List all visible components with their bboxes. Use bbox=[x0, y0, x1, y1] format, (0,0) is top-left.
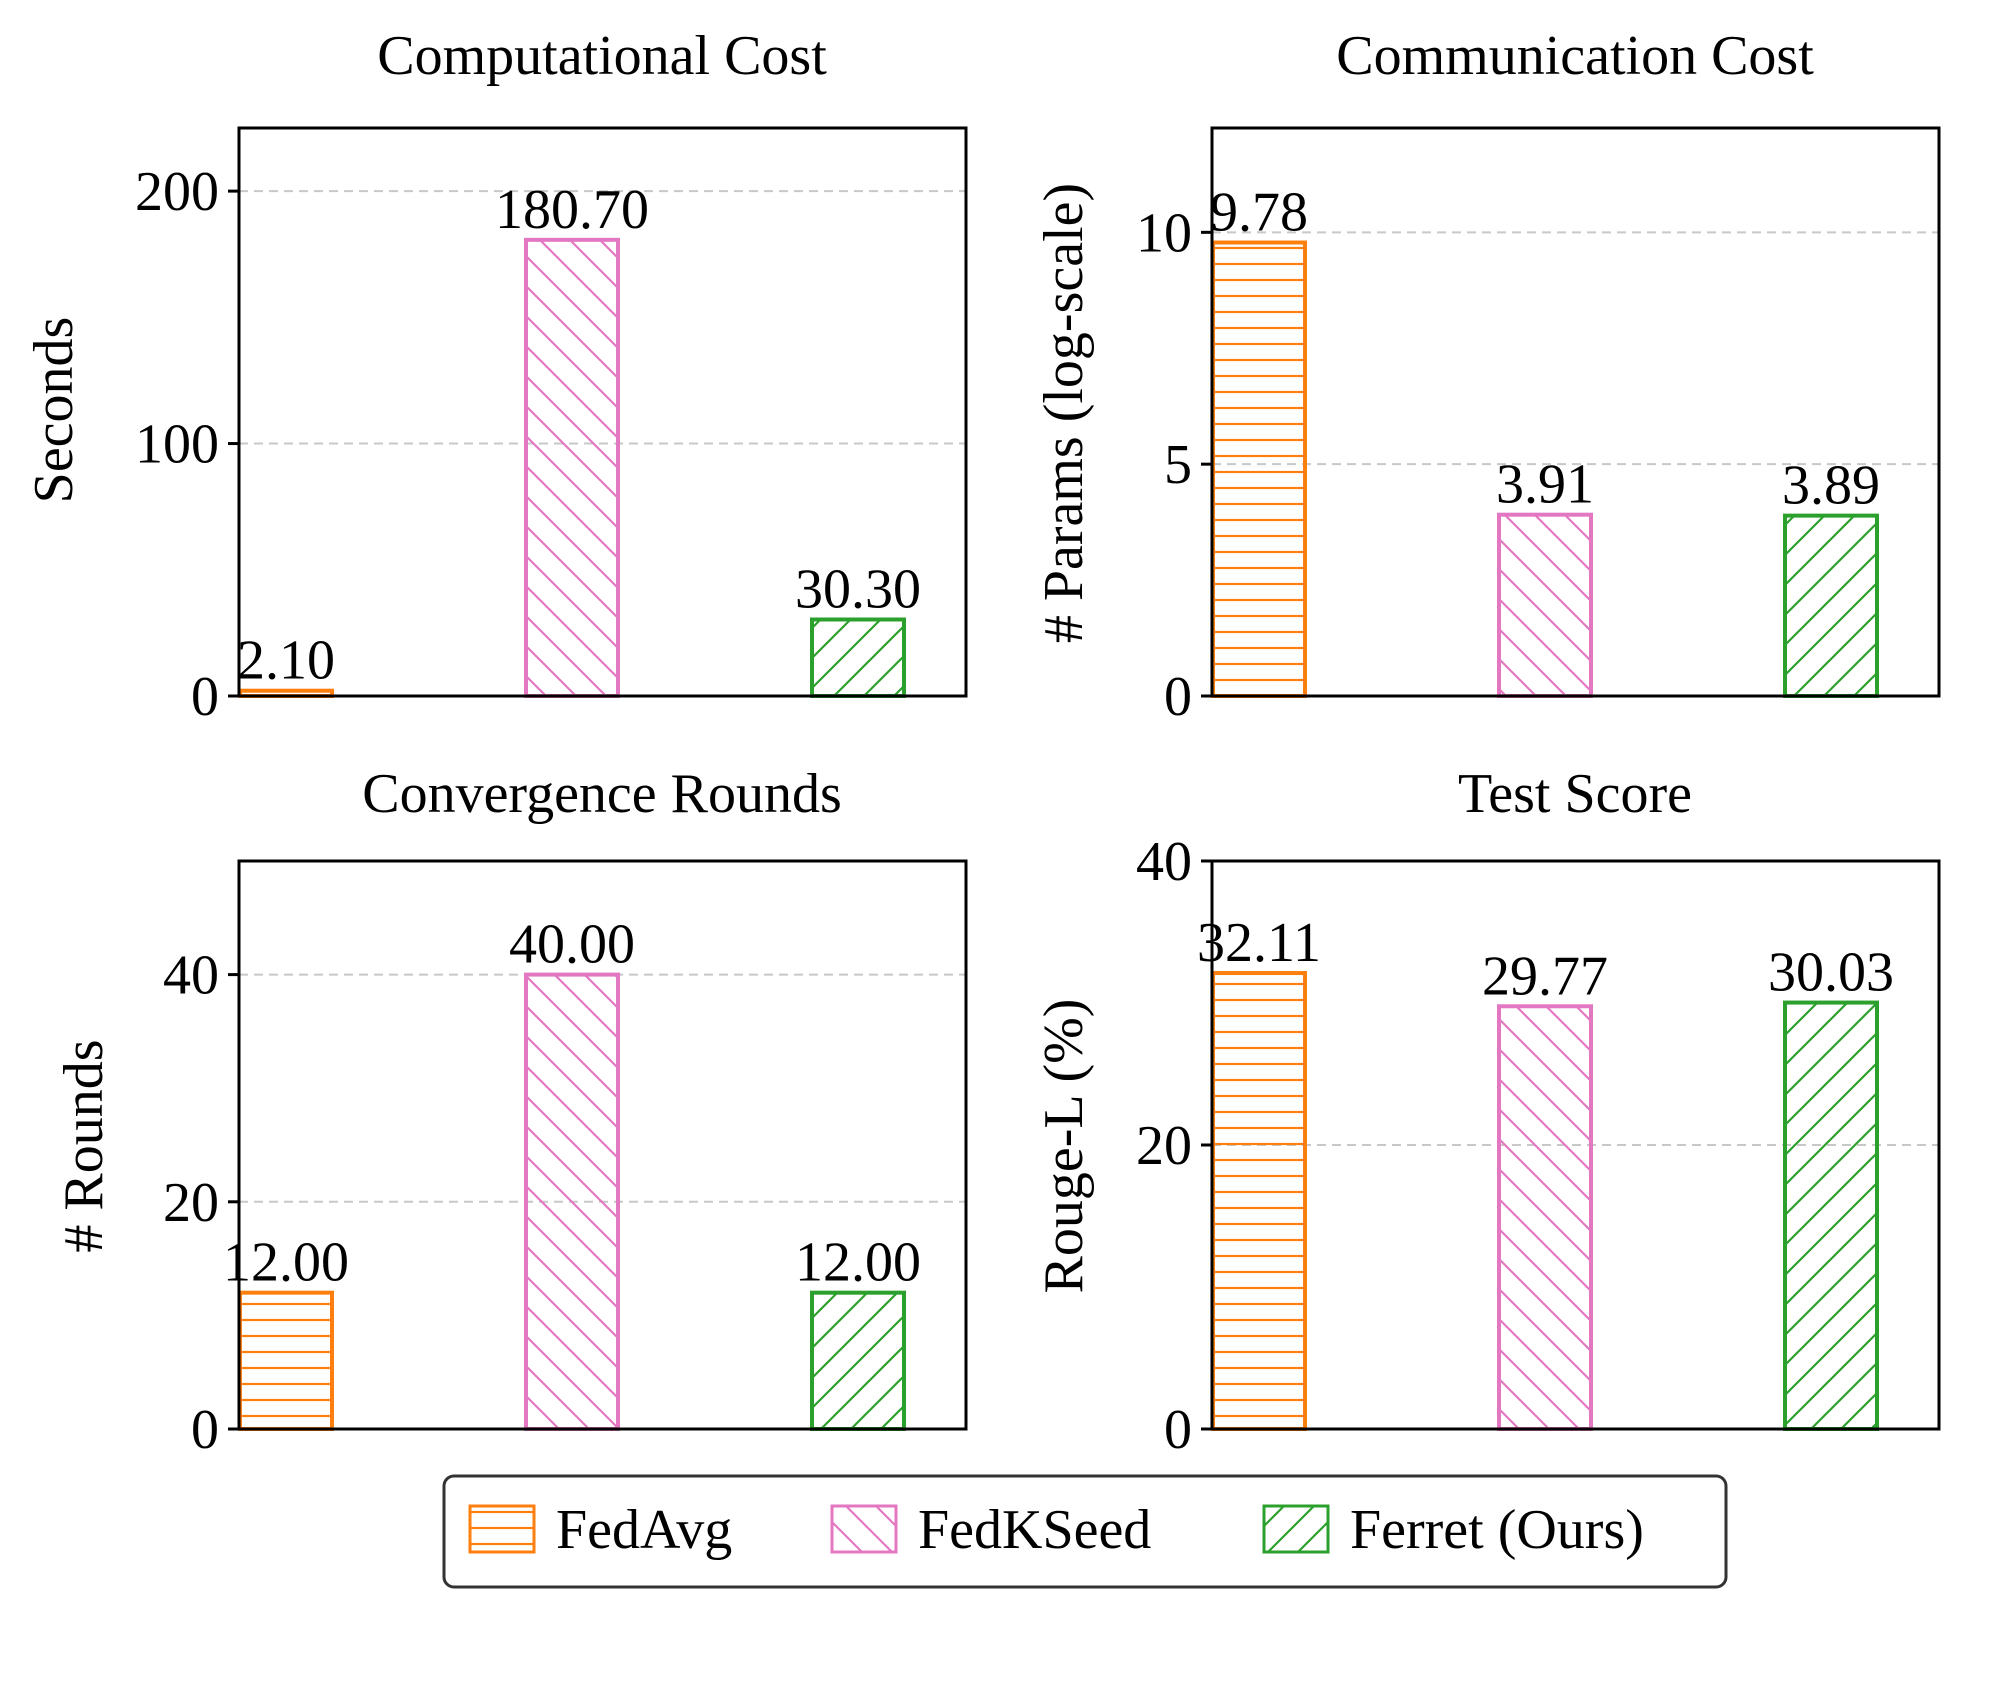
y-tick-label: 10 bbox=[1136, 202, 1192, 264]
legend-item-fedavg: FedAvg bbox=[468, 1499, 732, 1561]
value-labels: 9.78 3.91 3.89 bbox=[1210, 182, 1880, 517]
legend-item-ferret: Ferret (Ours) bbox=[1262, 1499, 1644, 1561]
bar-value-label: 12.00 bbox=[223, 1232, 349, 1294]
panel-title: Communication Cost bbox=[1336, 25, 1814, 87]
plot-frame bbox=[237, 859, 968, 1431]
y-axis-label: # Params (log-scale) bbox=[1033, 183, 1095, 643]
bar-ferret-ours bbox=[810, 1290, 906, 1432]
bar-ferret-ours bbox=[1783, 1000, 1879, 1431]
panel-communication-cost: Communication Cost # Params (log-scale) … bbox=[1033, 25, 1941, 728]
bar-value-label: 40.00 bbox=[509, 914, 635, 976]
panel-title: Computational Cost bbox=[377, 25, 827, 87]
legend-label: FedAvg bbox=[556, 1499, 732, 1561]
bar-fedkseed bbox=[1497, 512, 1593, 698]
panel-convergence-rounds: Convergence Rounds # Rounds 12.0040.0012… bbox=[53, 763, 968, 1461]
legend-box bbox=[442, 1474, 1728, 1589]
value-labels: 32.11 29.77 30.03 bbox=[1197, 912, 1894, 1007]
y-tick-label: 0 bbox=[191, 1399, 219, 1461]
y-ticks: 0 5 10 bbox=[1136, 202, 1212, 728]
y-tick-label: 200 bbox=[135, 161, 219, 223]
y-tick-label: 20 bbox=[163, 1172, 219, 1234]
y-tick-label: 20 bbox=[1136, 1115, 1192, 1177]
bar-ferret-ours bbox=[1783, 513, 1879, 699]
plot-frame bbox=[1210, 126, 1941, 698]
bars bbox=[238, 972, 906, 1432]
y-axis-label: # Rounds bbox=[53, 1039, 115, 1252]
bar-value-label: 2.10 bbox=[237, 630, 335, 692]
bars bbox=[238, 237, 906, 699]
bars bbox=[1211, 971, 1879, 1432]
legend-label: FedKSeed bbox=[918, 1499, 1151, 1561]
bar-value-label: 12.00 bbox=[795, 1232, 921, 1294]
plot-frame bbox=[1210, 859, 1941, 1431]
y-tick-label: 0 bbox=[1164, 666, 1192, 728]
bar-fedkseed bbox=[1497, 1004, 1593, 1431]
y-axis-label: Seconds bbox=[23, 317, 85, 504]
legend-swatch-horizontal-hatch-icon bbox=[468, 1504, 536, 1554]
value-labels: 12.00 40.00 12.00 bbox=[223, 914, 921, 1294]
bar-fedkseed bbox=[524, 237, 620, 698]
panel-title: Test Score bbox=[1458, 763, 1692, 825]
bar-value-label: 9.78 bbox=[1210, 182, 1308, 244]
legend: FedAvg FedKSeed Ferret (Ours) bbox=[442, 1474, 1728, 1589]
y-tick-label: 5 bbox=[1164, 434, 1192, 496]
bar-fedavg bbox=[1211, 971, 1307, 1432]
legend-label: Ferret (Ours) bbox=[1350, 1499, 1644, 1561]
y-ticks: 0 20 40 bbox=[163, 945, 239, 1461]
bar-value-label: 32.11 bbox=[1197, 912, 1321, 974]
bar-value-label: 30.03 bbox=[1768, 942, 1894, 1004]
y-tick-label: 40 bbox=[163, 945, 219, 1007]
plot-frame bbox=[237, 126, 968, 698]
bar-ferret-ours bbox=[810, 617, 906, 699]
bar-value-label: 3.91 bbox=[1496, 454, 1594, 516]
y-tick-label: 0 bbox=[1164, 1399, 1192, 1461]
bars bbox=[1211, 240, 1879, 699]
bar-fedavg bbox=[1211, 240, 1307, 698]
bar-value-label: 3.89 bbox=[1782, 455, 1880, 517]
bar-fedkseed bbox=[524, 972, 620, 1431]
y-axis-label: Rouge-L (%) bbox=[1033, 999, 1095, 1294]
y-tick-label: 40 bbox=[1136, 831, 1192, 893]
y-ticks: 0 100 200 bbox=[135, 161, 239, 728]
bar-value-label: 30.30 bbox=[795, 559, 921, 621]
bar-fedavg bbox=[238, 1290, 334, 1432]
panel-test-score: Test Score Rouge-L (%) 32.11 29.77 30.03 0… bbox=[1033, 763, 1941, 1461]
legend-item-fedkseed: FedKSeed bbox=[830, 1499, 1151, 1561]
bar-value-label: 180.70 bbox=[495, 179, 649, 241]
legend-swatch-backslash-hatch-icon bbox=[830, 1504, 898, 1554]
y-tick-label: 100 bbox=[135, 414, 219, 476]
panel-computational-cost: Computational Cost Seconds 2.10 180.70 30.… bbox=[23, 25, 968, 728]
bar-value-label: 29.77 bbox=[1482, 945, 1608, 1007]
y-tick-label: 0 bbox=[191, 666, 219, 728]
value-labels: 2.10 180.70 30.30 bbox=[237, 179, 921, 692]
panel-title: Convergence Rounds bbox=[362, 763, 842, 825]
grid-lines bbox=[1212, 231, 1939, 466]
legend-swatch-forwardslash-hatch-icon bbox=[1262, 1504, 1330, 1554]
y-ticks: 0 20 40 bbox=[1136, 831, 1212, 1461]
